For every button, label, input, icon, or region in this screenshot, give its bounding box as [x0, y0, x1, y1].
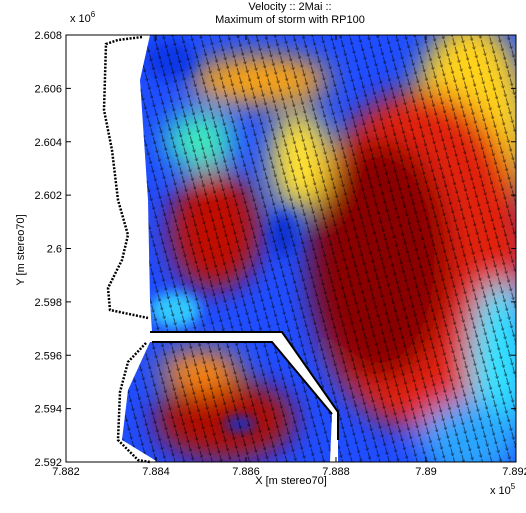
y-tick-label: 2.6 — [47, 244, 62, 256]
x-tick-label: 7.888 — [322, 466, 350, 478]
y-tick-label: 2.608 — [34, 30, 62, 42]
y-tick-label: 2.594 — [34, 404, 62, 416]
y-tick-label: 2.602 — [34, 190, 62, 202]
chart-subtitle: Maximum of storm with RP100 — [215, 14, 365, 26]
y-tick-label: 2.592 — [34, 457, 62, 469]
x-tick-label: 7.886 — [232, 466, 260, 478]
velocity-field — [122, 35, 516, 462]
y-tick-label: 2.596 — [34, 350, 62, 362]
multiplier-base: x 10 — [490, 485, 511, 497]
x-tick-label: 7.884 — [142, 466, 170, 478]
chart-title: Velocity :: 2Mai :: — [248, 1, 331, 13]
multiplier-exponent: 5 — [511, 482, 516, 491]
x-multiplier: x 105 — [490, 482, 516, 497]
x-axis-label: X [m stereo70] — [255, 475, 327, 487]
x-tick-label: 7.89 — [415, 466, 436, 478]
y-tick-label: 2.598 — [34, 297, 62, 309]
y-tick-label: 2.604 — [34, 137, 62, 149]
y-multiplier: x 106 — [70, 10, 96, 25]
x-tick-label: 7.882 — [52, 466, 80, 478]
x-tick-label: 7.892 — [502, 466, 526, 478]
y-axis-label: Y [m stereo70] — [15, 214, 27, 285]
y-tick-label: 2.606 — [34, 83, 62, 95]
multiplier-exponent: 6 — [91, 10, 96, 19]
multiplier-base: x 10 — [70, 13, 91, 25]
